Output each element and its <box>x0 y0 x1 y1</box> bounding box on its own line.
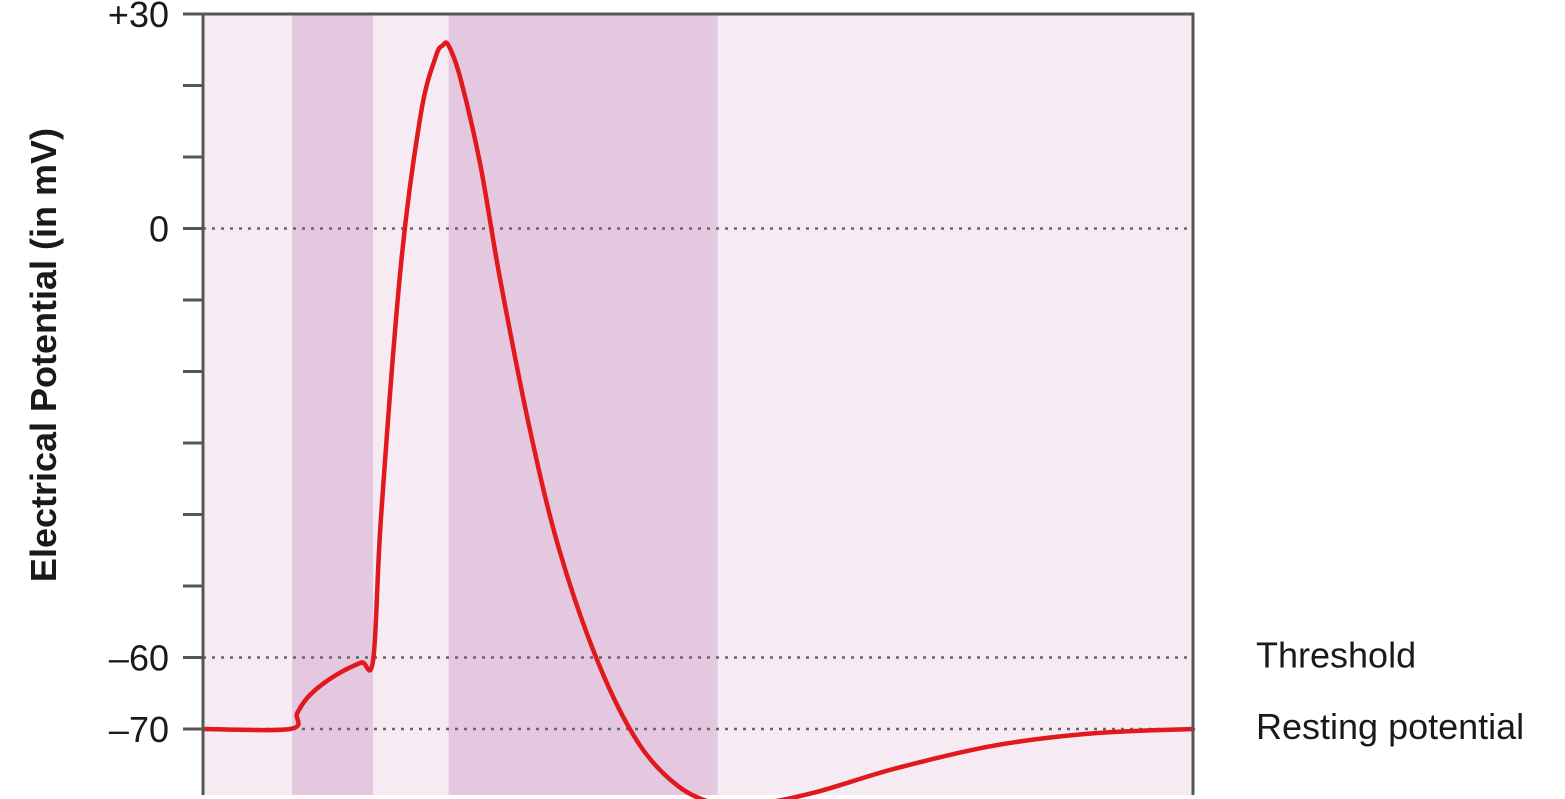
y-axis: +30 0 –60 –70 <box>108 0 203 750</box>
phase-band-3 <box>448 14 718 795</box>
y-axis-title: Electrical Potential (in mV) <box>23 128 64 582</box>
reference-labels: Threshold Resting potential <box>1256 635 1524 748</box>
y-tick-label-3: 0 <box>149 209 169 250</box>
plot-frame <box>201 12 1195 795</box>
phase-band-2 <box>373 14 449 795</box>
phase-bands <box>203 14 1193 795</box>
reference-label-2: Resting potential <box>1256 706 1524 747</box>
y-tick-label-10: –70 <box>109 709 169 750</box>
series-line-0 <box>200 40 1196 799</box>
frame-border <box>201 12 1195 795</box>
y-tick-label-9: –60 <box>109 638 169 679</box>
reference-lines <box>203 227 1193 731</box>
y-tick-label-0: +30 <box>108 0 169 35</box>
phase-band-4 <box>717 14 1193 795</box>
series-group <box>200 40 1196 799</box>
reference-label-1: Threshold <box>1256 635 1416 676</box>
phase-band-0 <box>203 14 293 795</box>
